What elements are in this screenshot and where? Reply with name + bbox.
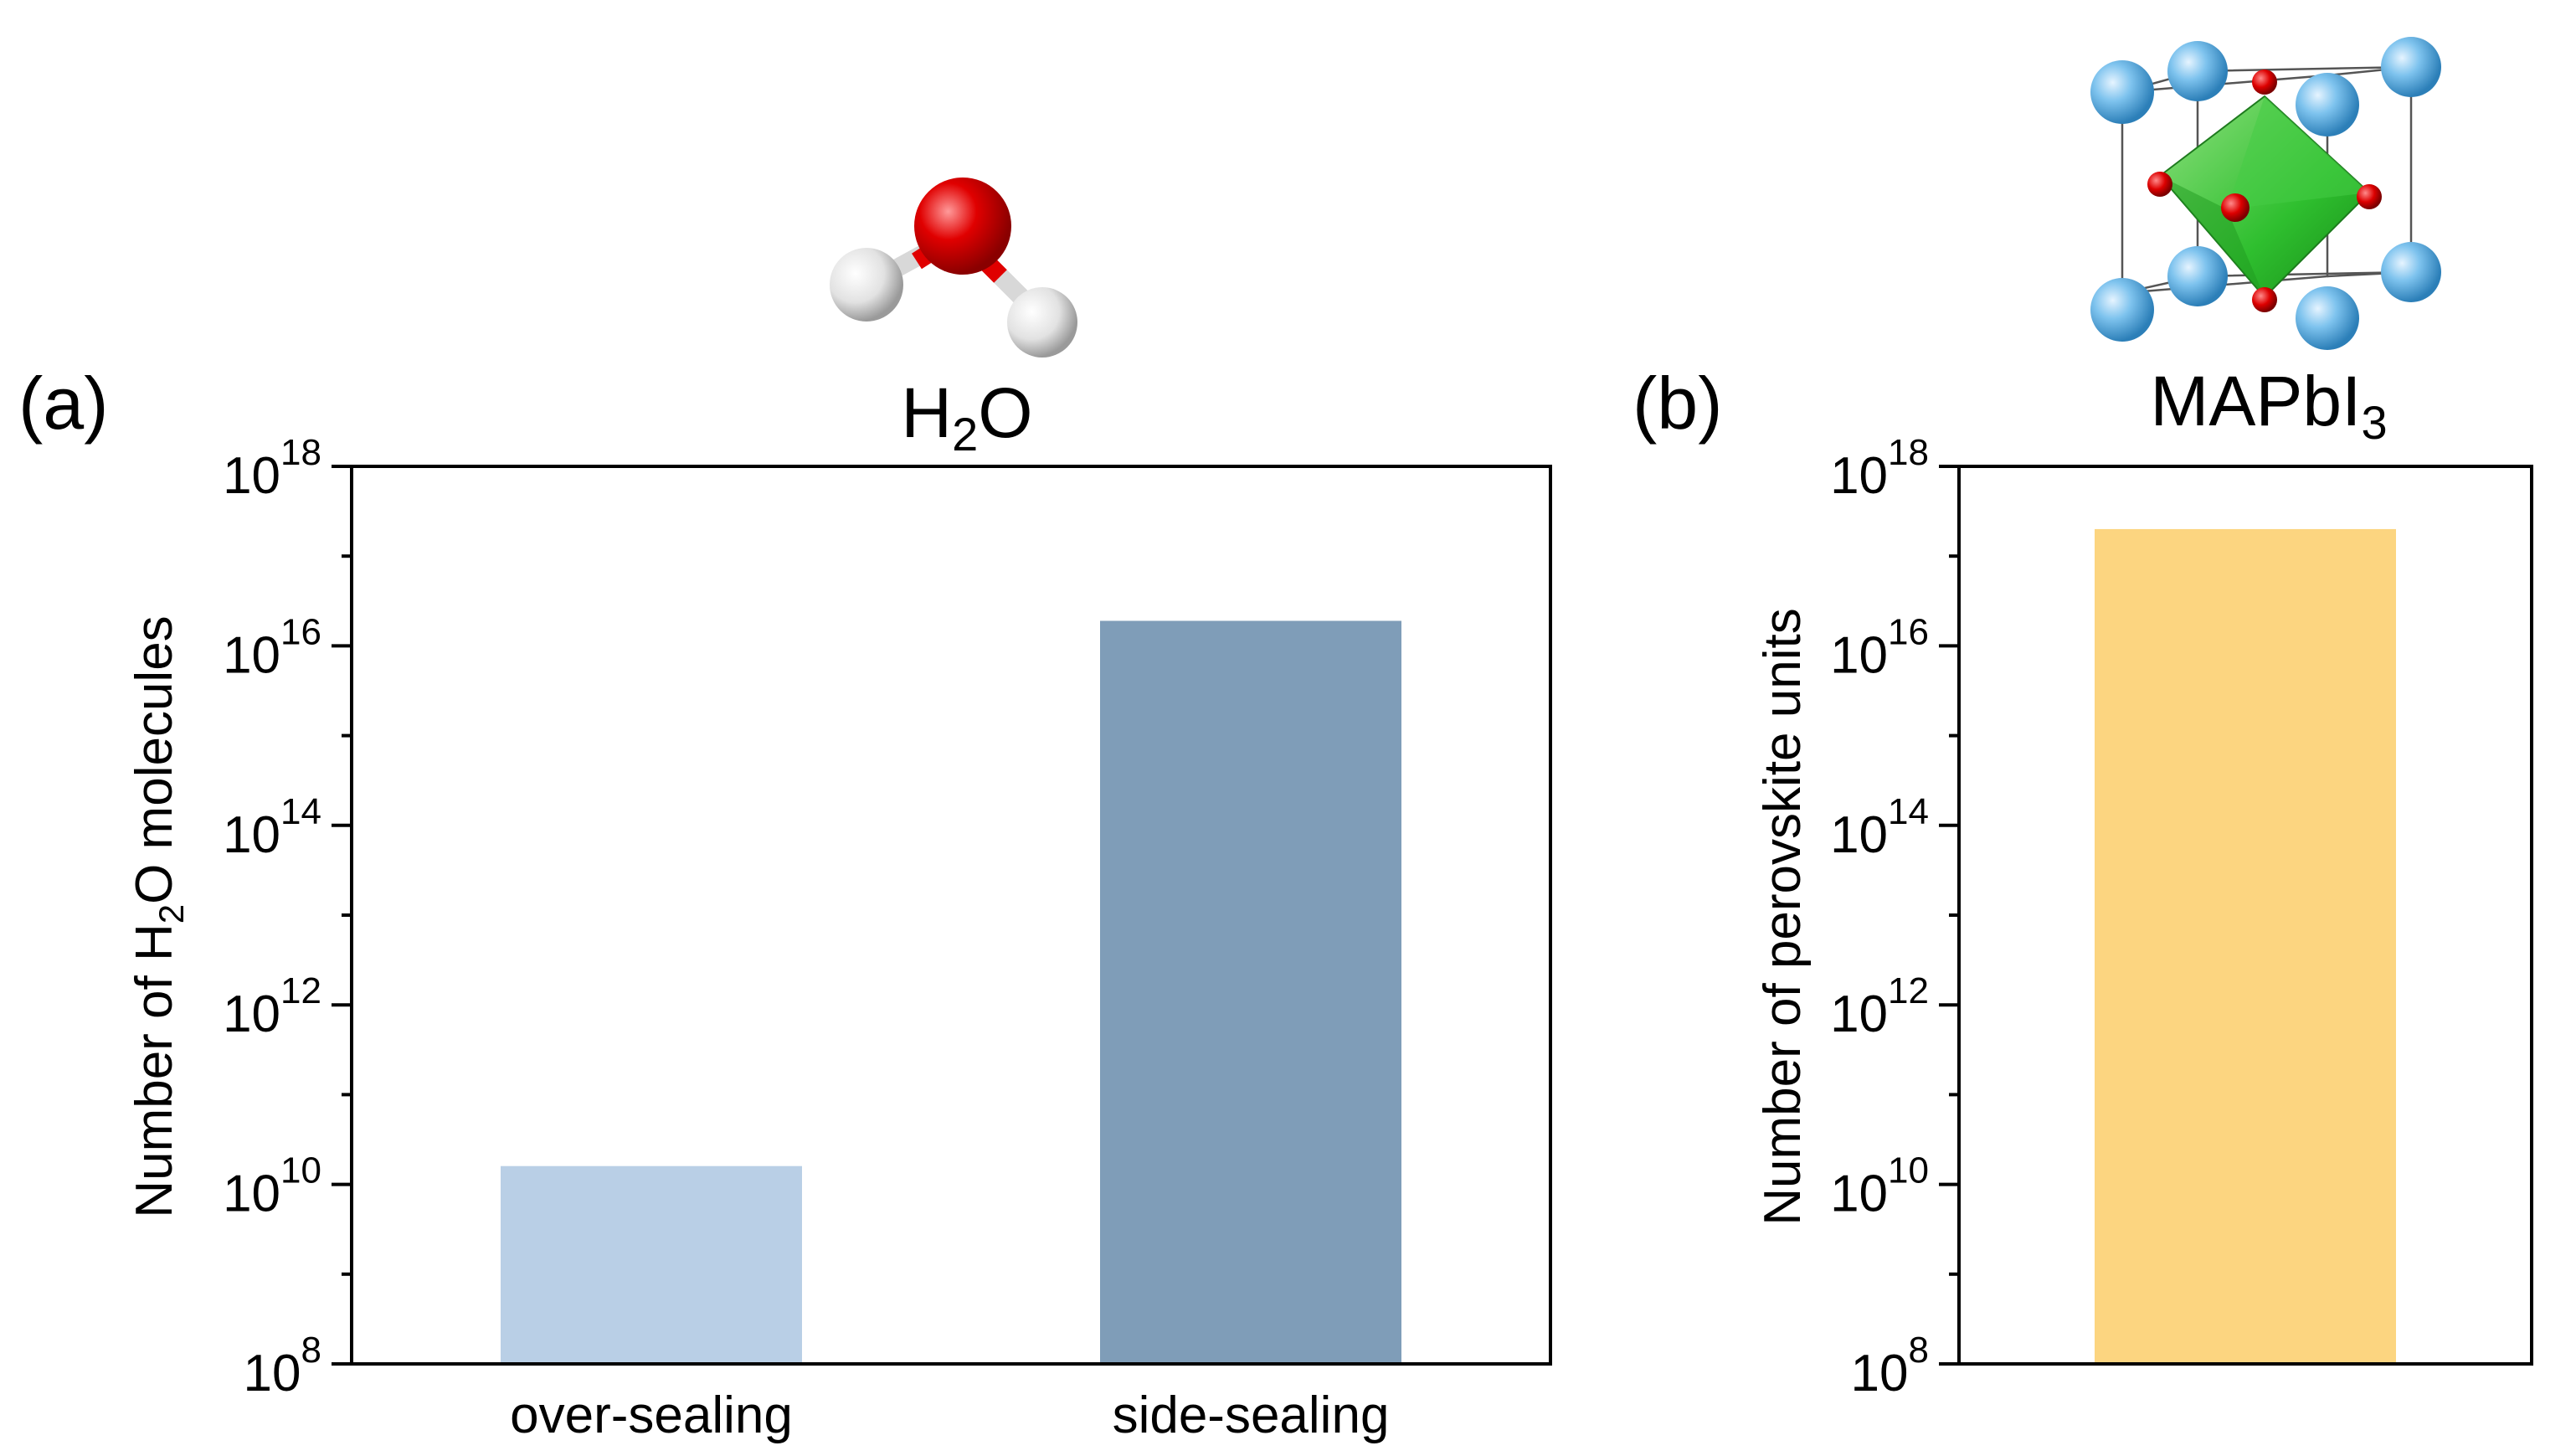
x-tick-label: side-sealing [1113,1387,1390,1444]
panel-b-chart: (b) MAPbI3 Number of perovskite units 10… [1632,362,2533,1402]
y-tick-label: 108 [244,1330,321,1402]
y-tick-label: 1016 [1830,611,1929,684]
bar-over-sealing [501,1165,802,1364]
water-molecule-icon [830,177,1077,358]
panel-a-label: (a) [18,362,109,445]
y-tick-label: 1012 [1830,970,1929,1043]
panel-a-chart: (a) H2O Number of H2O molecules over-sea… [18,362,1552,1444]
y-tick-label: 1018 [1830,432,1929,505]
panel-a-y-axis-label: Number of H2O molecules [126,615,191,1217]
y-tick-label: 1018 [223,432,321,505]
bar-side-sealing [1100,620,1401,1364]
y-tick-label: 1014 [1830,791,1929,864]
y-tick-label: 1016 [223,611,321,684]
bar-perovskite-units [2095,528,2396,1364]
panel-b-y-axis-label: Number of perovskite units [1754,608,1812,1225]
panel-b-title: MAPbI3 [2150,362,2387,449]
panel-a-plot-frame [350,465,1552,1366]
y-tick-label: 108 [1851,1330,1929,1402]
panel-a-title: H2O [901,373,1032,460]
perovskite-crystal-icon [2090,37,2441,350]
panel-b-label: (b) [1632,362,1723,445]
x-tick-label: over-sealing [510,1387,793,1444]
y-tick-label: 1012 [223,970,321,1043]
y-tick-label: 1010 [223,1150,321,1223]
y-tick-label: 1010 [1830,1150,1929,1223]
y-tick-label: 1014 [223,791,321,864]
panel-b-plot-frame [1957,465,2533,1366]
